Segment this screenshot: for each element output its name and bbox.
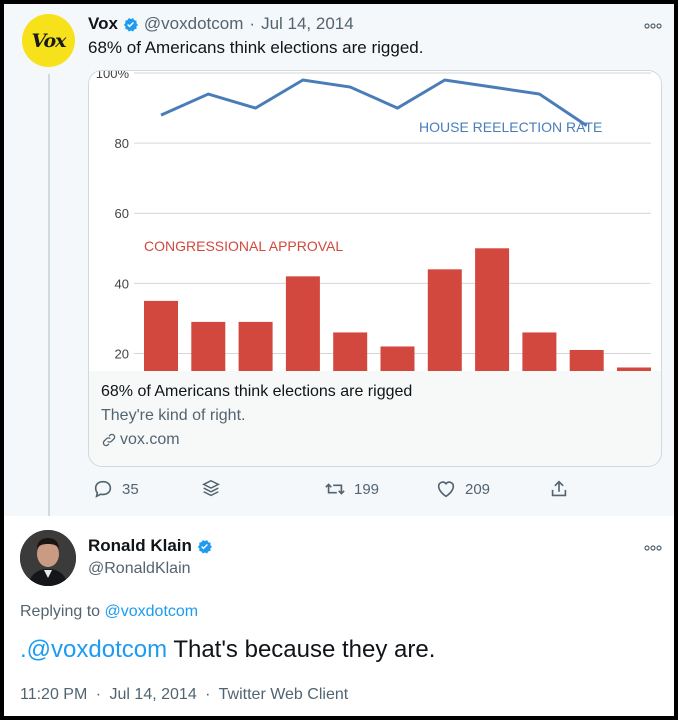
dot-separator: · [249, 14, 256, 33]
approval-bar [617, 367, 651, 371]
card-title: 68% of Americans think elections are rig… [101, 383, 413, 400]
mention-link[interactable]: .@voxdotcom [20, 636, 168, 663]
reply-author-handle[interactable]: @RonaldKlain [88, 560, 191, 577]
y-tick-label: 80 [115, 136, 129, 151]
approval-bar [144, 300, 178, 371]
bar-series-label: CONGRESSIONAL APPROVAL [144, 238, 343, 254]
verified-badge-icon [123, 17, 138, 32]
tweet-time[interactable]: 11:20 PM [20, 686, 88, 703]
tweet-date[interactable]: Jul 14, 2014 [109, 686, 197, 703]
approval-bar [380, 346, 415, 371]
screenshot-frame: Vox Vox @voxdotcom · Jul 14, 2014 68% of… [4, 4, 674, 716]
replying-to: Replying to @voxdotcom [20, 603, 198, 621]
y-tick-label: 100% [96, 71, 130, 81]
card-domain: vox.com [101, 431, 180, 449]
more-options-icon[interactable] [644, 544, 662, 552]
tweet-text: 68% of Americans think elections are rig… [88, 38, 424, 57]
line-series-label: HOUSE REELECTION RATE [419, 119, 602, 135]
house-reelection-line [160, 78, 588, 127]
dot-separator: · [95, 686, 102, 703]
tweet-reply[interactable]: Ronald Klain @RonaldKlain Replying to @v… [4, 516, 674, 716]
link-card[interactable]: 20 40 60 80 100% HOUSE REELECTION RATE CONGR… [88, 70, 662, 467]
verified-badge-icon [197, 539, 212, 554]
replying-handle-link[interactable]: @voxdotcom [104, 603, 199, 620]
like-count: 209 [465, 480, 491, 498]
approval-bar [238, 321, 273, 371]
approval-bar [569, 349, 604, 371]
share-icon [551, 480, 567, 497]
more-options-icon[interactable] [644, 22, 662, 30]
approval-bar [191, 321, 226, 371]
y-tick-label: 60 [115, 206, 129, 221]
chart-image: 20 40 60 80 100% HOUSE REELECTION RATE CONGR… [89, 71, 661, 371]
layers-action[interactable] [200, 478, 222, 500]
author-handle[interactable]: @voxdotcom [143, 14, 244, 33]
vox-logo-text: Vox [31, 29, 67, 52]
approval-bar [333, 332, 368, 371]
reply-count: 35 [122, 480, 139, 498]
reply-action[interactable]: 35 [92, 478, 139, 500]
approval-bar [475, 248, 510, 371]
tweet-actions: 35 199 209 [88, 478, 588, 506]
tweet-metadata: 11:20 PM · Jul 14, 2014 · Twitter Web Cl… [20, 686, 348, 704]
reply-author: Ronald Klain [88, 536, 218, 556]
like-action[interactable]: 209 [435, 478, 490, 500]
reply-text: .@voxdotcom That's because they are. [20, 636, 435, 664]
layers-icon [202, 479, 220, 497]
reply-body: That's because they are. [167, 636, 436, 663]
card-domain-text: vox.com [120, 431, 180, 448]
approval-bar [522, 332, 557, 371]
vox-avatar[interactable]: Vox [22, 14, 75, 67]
thread-line [48, 74, 50, 516]
tweet-client[interactable]: Twitter Web Client [218, 686, 349, 703]
y-tick-label: 40 [115, 276, 129, 291]
dot-separator: · [205, 686, 211, 703]
like-icon [437, 481, 455, 498]
author-name[interactable]: Vox [88, 14, 118, 33]
reply-icon [94, 480, 112, 498]
replying-label: Replying to [20, 603, 101, 620]
retweet-icon [325, 483, 345, 495]
card-description: They're kind of right. [101, 407, 246, 424]
approval-bar [285, 276, 320, 371]
y-tick-label: 20 [115, 346, 129, 361]
tweet-vox[interactable]: Vox Vox @voxdotcom · Jul 14, 2014 68% of… [4, 4, 674, 516]
link-icon [102, 433, 116, 447]
retweet-count: 199 [354, 480, 380, 498]
ronald-klain-avatar[interactable] [20, 530, 76, 586]
share-action[interactable] [548, 478, 570, 500]
reply-author-name[interactable]: Ronald Klain [88, 536, 192, 555]
avatar-portrait [20, 530, 76, 586]
approval-bar [427, 269, 462, 371]
tweet-date[interactable]: Jul 14, 2014 [261, 14, 354, 33]
tweet-header: Vox @voxdotcom · Jul 14, 2014 [88, 14, 354, 34]
retweet-action[interactable]: 199 [324, 478, 379, 500]
